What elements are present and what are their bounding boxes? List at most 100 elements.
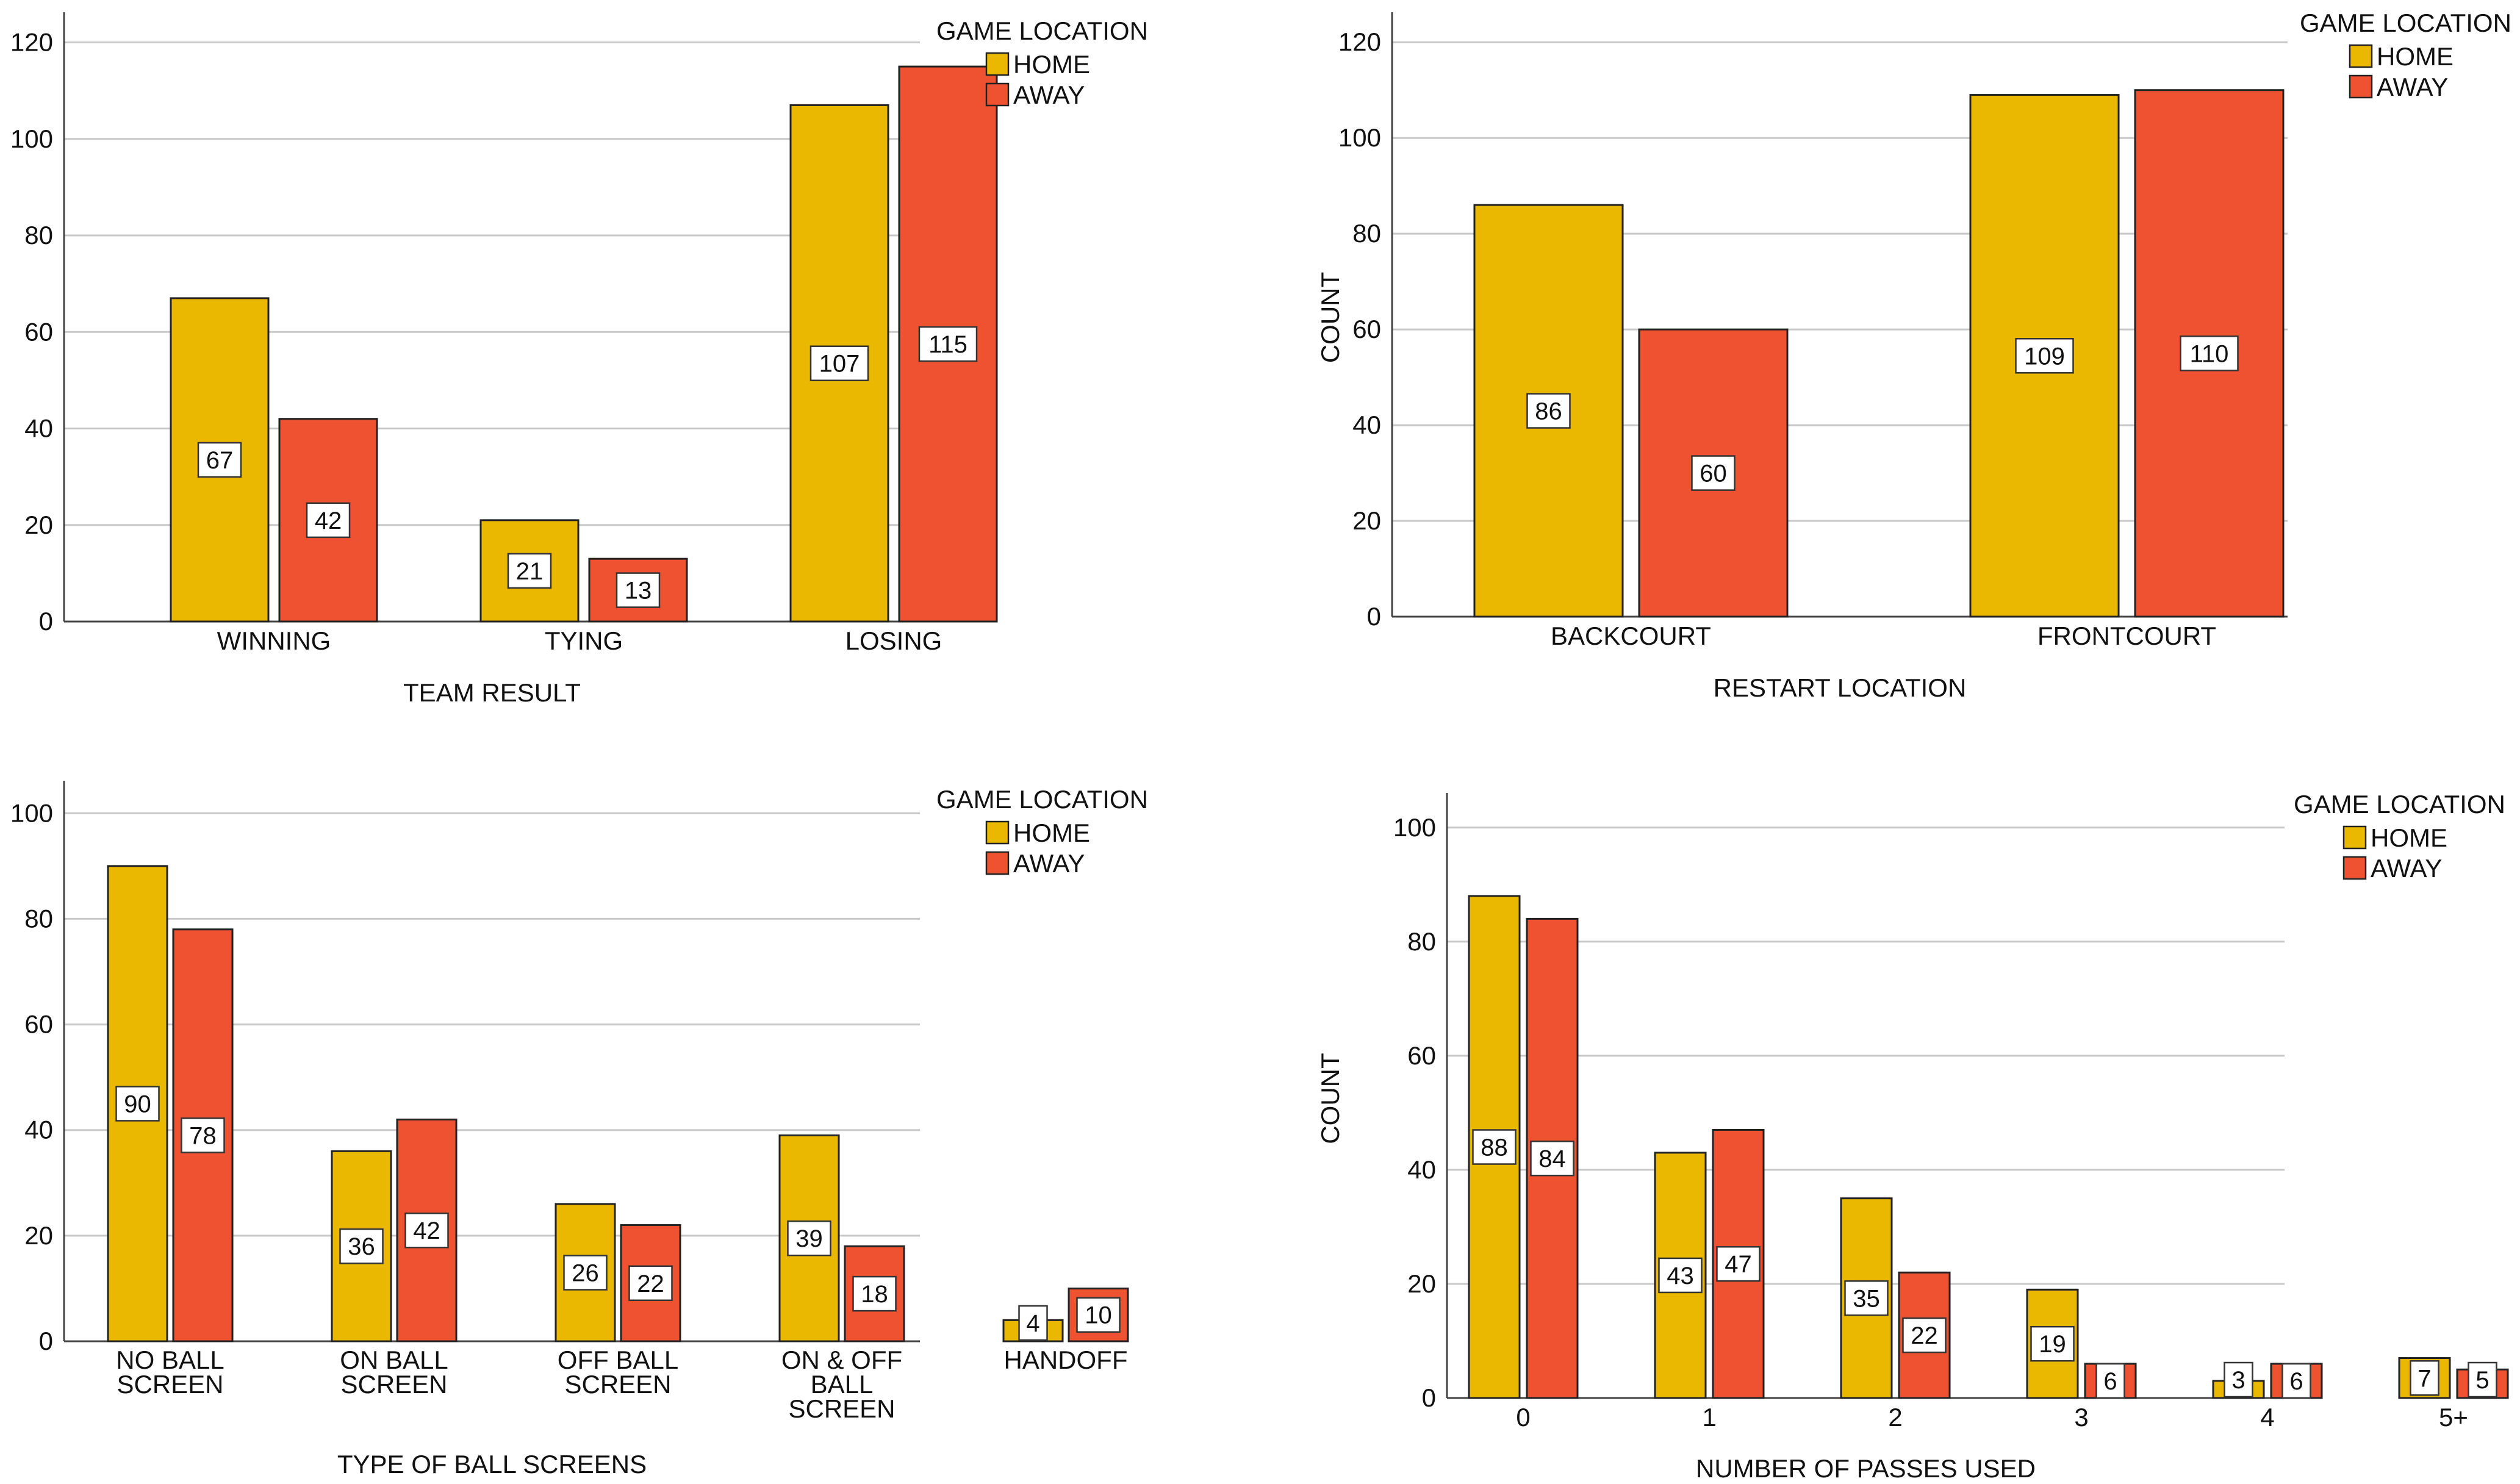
data-label: 88 bbox=[1481, 1134, 1508, 1161]
data-label: 42 bbox=[413, 1217, 440, 1244]
data-label-box bbox=[404, 1212, 449, 1249]
legend-label: HOME bbox=[1013, 819, 1090, 847]
legend-swatch-home bbox=[985, 52, 1010, 76]
legend-title: GAME LOCATION bbox=[936, 785, 1148, 814]
data-label-box bbox=[918, 326, 978, 362]
legend-swatch-away bbox=[985, 82, 1010, 107]
x-tick-label: 1 bbox=[1702, 1403, 1716, 1432]
data-label: 78 bbox=[189, 1122, 217, 1149]
x-tick-label: 0 bbox=[1516, 1403, 1530, 1432]
legend-swatch-away bbox=[985, 851, 1010, 875]
y-tick-label: 60 bbox=[24, 1010, 53, 1039]
y-tick-label: 100 bbox=[1393, 813, 1436, 842]
x-tick-label: HANDOFF bbox=[1004, 1346, 1128, 1374]
data-label-box bbox=[2468, 1361, 2497, 1398]
data-label: 67 bbox=[206, 447, 234, 474]
data-label-box bbox=[2015, 338, 2074, 374]
x-tick-label: OFF BALL SCREEN bbox=[558, 1346, 678, 1399]
legend-title: GAME LOCATION bbox=[936, 16, 1148, 45]
legend-swatch-home bbox=[2342, 825, 2367, 850]
chart-panel-3: 0 20 40 60 80 100 90 78 NO BALL SCREEN 36 42 ON BALL… bbox=[10, 781, 1148, 1479]
data-label: 90 bbox=[124, 1091, 151, 1117]
data-label-box bbox=[616, 572, 661, 608]
y-tick-label: 20 bbox=[1352, 506, 1381, 535]
x-tick-label: ON & OFF BALL SCREEN bbox=[781, 1346, 902, 1423]
x-axis-title: RESTART LOCATION bbox=[1714, 673, 1967, 702]
data-label: 86 bbox=[1535, 398, 1562, 425]
y-tick-label: 80 bbox=[1407, 927, 1436, 956]
y-tick-label: 40 bbox=[1352, 410, 1381, 439]
data-label-box bbox=[2224, 1361, 2253, 1398]
data-label-box bbox=[115, 1086, 160, 1122]
x-tick-label: WINNING bbox=[217, 626, 331, 655]
data-label-box bbox=[1716, 1246, 1761, 1282]
y-tick-label: 40 bbox=[1407, 1155, 1436, 1184]
y-tick-label: 60 bbox=[1352, 315, 1381, 343]
x-tick-label: 4 bbox=[2260, 1403, 2274, 1432]
data-label-box bbox=[1691, 455, 1736, 491]
data-label: 13 bbox=[625, 578, 652, 604]
y-axis-title: COUNT bbox=[1316, 1053, 1344, 1144]
legend-swatch-away bbox=[2349, 74, 2373, 99]
data-label: 60 bbox=[1700, 461, 1727, 487]
y-tick-label: 120 bbox=[10, 28, 53, 57]
data-label-box bbox=[339, 1228, 384, 1264]
data-label-box bbox=[563, 1255, 608, 1291]
legend-label: HOME bbox=[2377, 42, 2454, 71]
data-label-box bbox=[1018, 1305, 1048, 1341]
y-tick-label: 0 bbox=[39, 1327, 53, 1355]
y-tick-label: 0 bbox=[1367, 602, 1381, 631]
data-label-box bbox=[1902, 1317, 1947, 1353]
data-label: 43 bbox=[1667, 1263, 1694, 1289]
y-tick-label: 120 bbox=[1338, 27, 1381, 56]
legend-title: GAME LOCATION bbox=[2294, 790, 2505, 819]
data-label: 3 bbox=[2231, 1367, 2245, 1394]
data-label: 22 bbox=[1911, 1322, 1938, 1349]
data-label: 7 bbox=[2418, 1365, 2431, 1392]
data-label-box bbox=[1076, 1297, 1121, 1333]
y-tick-label: 100 bbox=[1338, 123, 1381, 152]
x-tick-label: LOSING bbox=[845, 626, 942, 655]
data-label-box bbox=[628, 1265, 673, 1302]
legend-label: HOME bbox=[1013, 50, 1090, 79]
data-label-box bbox=[1844, 1280, 1889, 1316]
data-label-box bbox=[306, 502, 351, 539]
x-tick-label: BACKCOURT bbox=[1551, 622, 1711, 650]
data-label-box bbox=[197, 442, 242, 478]
data-label: 42 bbox=[315, 507, 342, 534]
legend-swatch-away bbox=[2342, 856, 2367, 880]
data-label: 35 bbox=[1853, 1285, 1880, 1312]
legend-label: AWAY bbox=[2377, 73, 2448, 101]
data-label-box bbox=[1658, 1257, 1703, 1294]
y-axis-title: COUNT bbox=[1316, 272, 1344, 363]
x-tick-label: FRONTCOURT bbox=[2037, 622, 2216, 650]
legend-label: AWAY bbox=[1013, 81, 1085, 109]
y-tick-label: 40 bbox=[24, 1116, 53, 1144]
legend-label: HOME bbox=[2371, 823, 2447, 852]
x-tick-label: 3 bbox=[2074, 1403, 2088, 1432]
y-tick-label: 0 bbox=[39, 607, 53, 636]
data-label-box bbox=[2410, 1360, 2439, 1396]
data-label: 107 bbox=[819, 351, 860, 378]
data-label-box bbox=[852, 1275, 897, 1312]
legend-swatch-home bbox=[2349, 44, 2373, 68]
data-label: 84 bbox=[1538, 1145, 1566, 1172]
y-tick-label: 20 bbox=[24, 511, 53, 539]
data-label: 115 bbox=[928, 331, 967, 358]
data-label: 47 bbox=[1725, 1251, 1752, 1278]
x-tick-label: 5+ bbox=[2439, 1403, 2468, 1432]
y-tick-label: 40 bbox=[24, 414, 53, 443]
data-label: 6 bbox=[2103, 1368, 2117, 1395]
x-tick-label: 2 bbox=[1888, 1403, 1902, 1432]
x-tick-label: ON BALL SCREEN bbox=[340, 1346, 448, 1399]
y-tick-label: 20 bbox=[24, 1221, 53, 1250]
data-label: 110 bbox=[2190, 340, 2229, 367]
data-label-box bbox=[1472, 1129, 1517, 1165]
data-label: 19 bbox=[2039, 1331, 2066, 1358]
data-label-box bbox=[2281, 1363, 2311, 1399]
data-label: 4 bbox=[1026, 1310, 1039, 1337]
